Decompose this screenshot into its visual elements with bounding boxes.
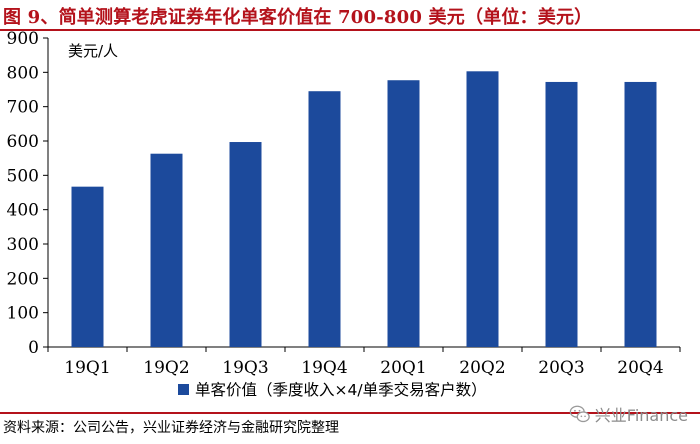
bar-19q2 (150, 153, 183, 347)
x-tick-label: 20Q2 (459, 358, 505, 378)
bar-19q4 (308, 91, 341, 347)
y-tick-label: 500 (7, 166, 39, 186)
source-note: 资料来源：公司公告，兴业证券经济与金融研究院整理 (3, 420, 339, 436)
y-tick-label: 400 (7, 201, 39, 221)
bar-20q3 (545, 81, 578, 348)
y-tick-label: 0 (28, 338, 39, 358)
x-tick-label: 20Q4 (617, 358, 663, 378)
y-tick-label: 300 (7, 235, 39, 255)
bar-19q3 (229, 142, 262, 347)
y-tick-label: 200 (7, 269, 39, 289)
bar-chart: 0 100 200 300 400 500 600 700 800 900 美元/人 19Q1 19Q2… (7, 31, 681, 399)
bar-20q4 (624, 81, 657, 348)
source-divider (0, 412, 700, 414)
y-unit-label: 美元/人 (68, 42, 118, 60)
y-tick-label: 100 (7, 304, 39, 324)
x-tick-label: 20Q1 (380, 358, 426, 378)
wechat-logo-icon (569, 405, 590, 423)
y-tick-label: 700 (7, 98, 39, 118)
legend-label: 单客价值（季度收入×4/单季交易客户数） (195, 381, 487, 399)
bar-20q1 (387, 80, 420, 348)
y-tick-label: 900 (7, 31, 39, 49)
x-tick-label: 20Q3 (538, 358, 584, 378)
title-divider (0, 29, 700, 31)
bar-19q1 (71, 186, 104, 347)
x-tick-label: 19Q4 (301, 358, 347, 378)
watermark: 兴业Finance (569, 402, 688, 426)
bar-20q2 (466, 71, 499, 347)
x-tick-label: 19Q3 (222, 358, 268, 378)
x-tick-label: 19Q1 (64, 358, 110, 378)
x-tick-label: 19Q2 (143, 358, 189, 378)
y-tick-label: 800 (7, 63, 39, 83)
figure-title-bar: 图 9、简单测算老虎证券年化单客价值在 700-800 美元（单位：美元） (0, 0, 700, 31)
legend-swatch (178, 384, 189, 395)
watermark-text: 兴业Finance (594, 406, 688, 425)
figure-title: 图 9、简单测算老虎证券年化单客价值在 700-800 美元（单位：美元） (3, 7, 593, 28)
y-tick-label: 600 (7, 132, 39, 152)
